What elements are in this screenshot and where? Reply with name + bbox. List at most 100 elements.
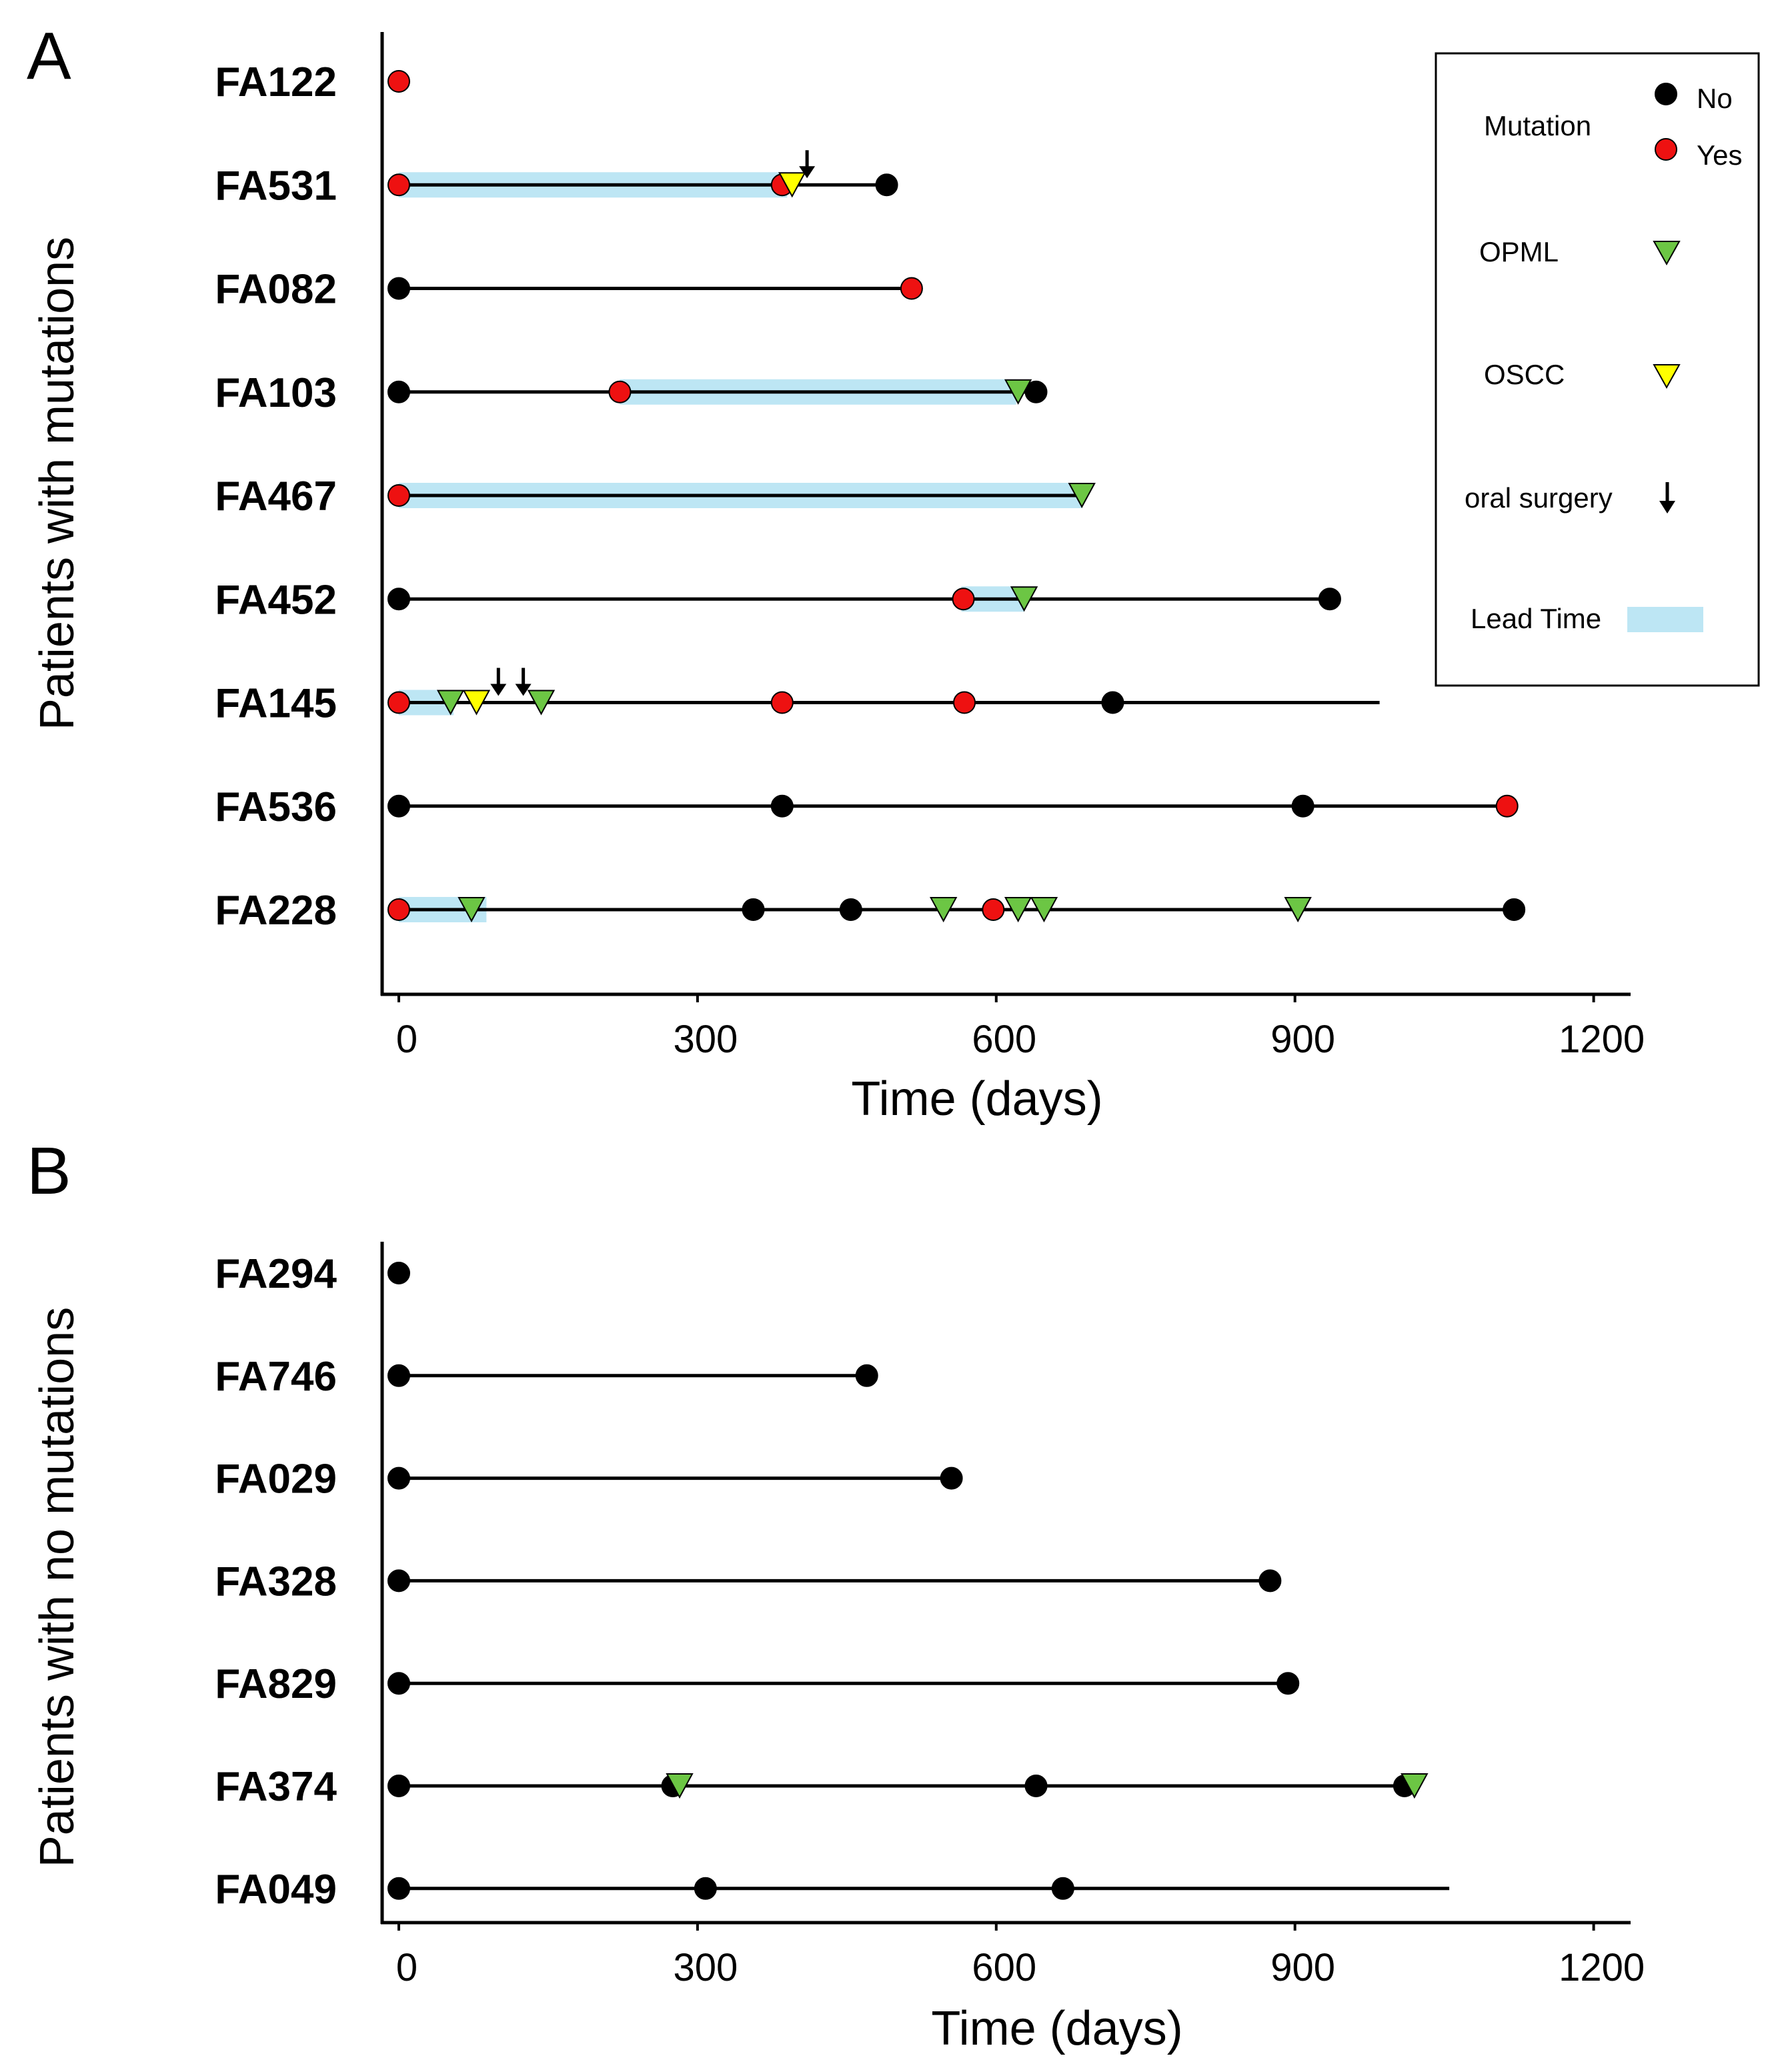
legend-surgery-arrow-icon xyxy=(1659,482,1675,513)
opml-marker xyxy=(1030,897,1058,923)
patient-row-fa103: FA103 xyxy=(215,370,1048,416)
mutation-no-marker xyxy=(387,1775,410,1797)
patient-id-label: FA328 xyxy=(215,1559,337,1605)
patient-row-fa029: FA029 xyxy=(215,1456,963,1502)
panel-a-x-tick-label: 600 xyxy=(972,1018,1036,1061)
patient-id-label: FA829 xyxy=(215,1661,337,1707)
legend-yes-marker xyxy=(1655,138,1677,161)
opml-marker xyxy=(436,690,465,716)
panel-b-x-axis-label: Time (days) xyxy=(931,2002,1182,2055)
patient-id-label: FA082 xyxy=(215,267,337,313)
oscc-marker xyxy=(778,172,806,198)
arrow-head xyxy=(515,684,532,696)
patient-id-label: FA452 xyxy=(215,577,337,623)
legend-lead-time-label: Lead Time xyxy=(1471,603,1601,634)
patient-id-label: FA228 xyxy=(215,888,337,934)
mutation-no-marker xyxy=(387,1262,410,1284)
mutation-no-marker xyxy=(387,1364,410,1387)
panel-a-letter: A xyxy=(27,19,71,93)
patient-row-fa294: FA294 xyxy=(215,1251,410,1297)
patient-row-fa452: FA452 xyxy=(215,577,1341,623)
panel-b-rows: FA294 FA746 FA029 FA328 FA829 FA374 FA049 xyxy=(215,1251,1450,1913)
mutation-no-marker xyxy=(1318,588,1341,611)
patient-row-fa328: FA328 xyxy=(215,1559,1282,1605)
mutation-yes-marker xyxy=(387,484,410,507)
mutation-no-marker xyxy=(387,1569,410,1593)
panel-a-x-ticks: 0 300 600 900 1200 xyxy=(396,994,1645,1061)
arrow-head xyxy=(490,684,507,696)
oral-surgery-arrow-icon xyxy=(490,668,507,696)
mutation-yes-marker xyxy=(1495,794,1519,818)
legend: Mutation No Yes OPML OSCC oral surgery L… xyxy=(1435,52,1760,687)
mutation-yes-marker xyxy=(387,898,410,921)
patient-id-label: FA145 xyxy=(215,681,337,727)
panel-a-y-axis-label: Patients with mutations xyxy=(31,237,84,730)
mutation-yes-marker xyxy=(387,70,410,93)
panel-a-x-tick-label: 1200 xyxy=(1559,1018,1645,1061)
legend-lead-time-swatch xyxy=(1627,607,1703,632)
panel-a-rows: FA122 FA531 FA082 FA103 FA467 FA452 FA145 FA536… xyxy=(215,59,1526,934)
mutation-no-marker xyxy=(770,794,794,818)
patient-id-label: FA122 xyxy=(215,59,337,105)
mutation-no-marker xyxy=(387,794,410,818)
opml-marker xyxy=(1068,483,1096,509)
oral-surgery-arrow-icon xyxy=(515,668,532,696)
panel-b-x-tick-label: 600 xyxy=(972,1946,1036,1989)
mutation-no-marker xyxy=(875,173,898,197)
patient-id-label: FA746 xyxy=(215,1354,337,1400)
mutation-yes-marker xyxy=(900,277,923,300)
oscc-marker xyxy=(462,690,491,716)
mutation-no-marker xyxy=(387,1877,410,1900)
patient-row-fa122: FA122 xyxy=(215,59,410,105)
panel-b-y-axis-label: Patients with no mutations xyxy=(31,1307,84,1867)
patient-id-label: FA103 xyxy=(215,370,337,416)
patient-row-fa467: FA467 xyxy=(215,473,1096,520)
legend-opml-label: OPML xyxy=(1479,236,1559,267)
mutation-yes-marker xyxy=(952,588,975,611)
patient-id-label: FA531 xyxy=(215,163,337,209)
opml-marker xyxy=(1401,1773,1429,1799)
mutation-no-marker xyxy=(940,1466,963,1490)
mutation-no-marker xyxy=(742,898,765,921)
legend-box xyxy=(1435,52,1760,687)
legend-opml-marker xyxy=(1653,241,1681,266)
patient-row-fa082: FA082 xyxy=(215,267,923,313)
mutation-no-marker xyxy=(387,277,410,300)
oral-surgery-arrow-icon xyxy=(799,150,816,179)
mutation-no-marker xyxy=(1024,380,1048,403)
patient-row-fa049: FA049 xyxy=(215,1867,1450,1913)
patient-id-label: FA029 xyxy=(215,1456,337,1502)
patient-row-fa228: FA228 xyxy=(215,888,1526,934)
panel-a-x-tick-label: 300 xyxy=(674,1018,738,1061)
mutation-yes-marker xyxy=(770,691,794,714)
arrow-head xyxy=(799,166,816,179)
mutation-yes-marker xyxy=(387,173,410,197)
mutation-no-marker xyxy=(1291,794,1314,818)
panel-b-letter: B xyxy=(27,1134,71,1208)
panel-b-x-tick-label: 1200 xyxy=(1559,1946,1645,1989)
patient-row-fa829: FA829 xyxy=(215,1661,1300,1707)
legend-no-marker xyxy=(1655,83,1677,105)
mutation-yes-marker xyxy=(608,380,632,403)
patient-id-label: FA049 xyxy=(215,1867,337,1913)
mutation-no-marker xyxy=(1503,898,1526,921)
panel-a-x-tick-label: 0 xyxy=(396,1018,417,1061)
opml-marker xyxy=(1004,379,1032,405)
patient-row-fa536: FA536 xyxy=(215,784,1519,830)
panel-a: A Patients with mutations Time (days) 0 3… xyxy=(27,19,1760,1126)
mutation-yes-marker xyxy=(953,691,976,714)
legend-surgery-label: oral surgery xyxy=(1465,482,1613,513)
mutation-no-marker xyxy=(1051,1877,1074,1900)
patient-row-fa374: FA374 xyxy=(215,1764,1429,1810)
panel-a-x-tick-label: 900 xyxy=(1270,1018,1335,1061)
opml-marker xyxy=(1004,897,1032,923)
patient-id-label: FA294 xyxy=(215,1251,337,1297)
opml-marker xyxy=(1284,897,1312,923)
patient-id-label: FA374 xyxy=(215,1764,337,1810)
patient-id-label: FA467 xyxy=(215,473,337,520)
mutation-no-marker xyxy=(1024,1775,1048,1797)
mutation-no-marker xyxy=(839,898,862,921)
panel-a-x-axis-label: Time (days) xyxy=(851,1072,1102,1126)
patient-row-fa145: FA145 xyxy=(215,668,1380,727)
patient-row-fa746: FA746 xyxy=(215,1354,878,1400)
